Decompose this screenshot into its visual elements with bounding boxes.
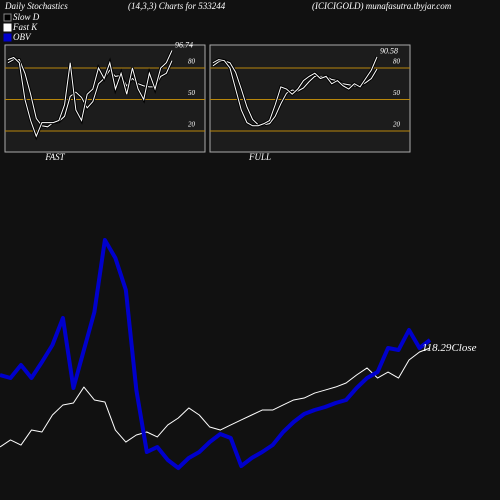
close-label: 118.29Close [422,342,477,354]
legend-label: Fast K [12,22,38,32]
close-text: Close [451,342,476,354]
panel-title: FULL [248,152,271,162]
series-line [0,347,431,448]
panel-title: FAST [44,152,65,162]
y-tick-label: 20 [393,121,401,129]
series-line [7,50,173,138]
legend-swatch [3,23,12,32]
close-value: 118.29 [422,342,452,354]
header-middle: (14,3,3) Charts for 533244 [128,1,226,11]
legend-swatch [3,33,12,42]
y-tick-label: 50 [393,89,401,97]
series-line [7,59,173,128]
header-right: (ICICIGOLD) munafasutra.tbyjar.com [312,1,452,11]
y-tick-label: 20 [188,121,196,129]
legend-label: OBV [13,32,32,42]
panel [209,44,411,153]
last-value-label: 90.58 [380,47,398,56]
series-line [0,238,432,470]
y-tick-label: 80 [393,58,401,66]
legend-label: Slow D [13,12,40,22]
series-line [212,56,378,127]
legend-swatch [3,13,12,22]
header-left: Daily Stochastics [4,1,68,11]
y-tick-label: 80 [188,58,196,66]
last-value-label: 96.74 [175,40,193,49]
y-tick-label: 50 [188,89,196,97]
